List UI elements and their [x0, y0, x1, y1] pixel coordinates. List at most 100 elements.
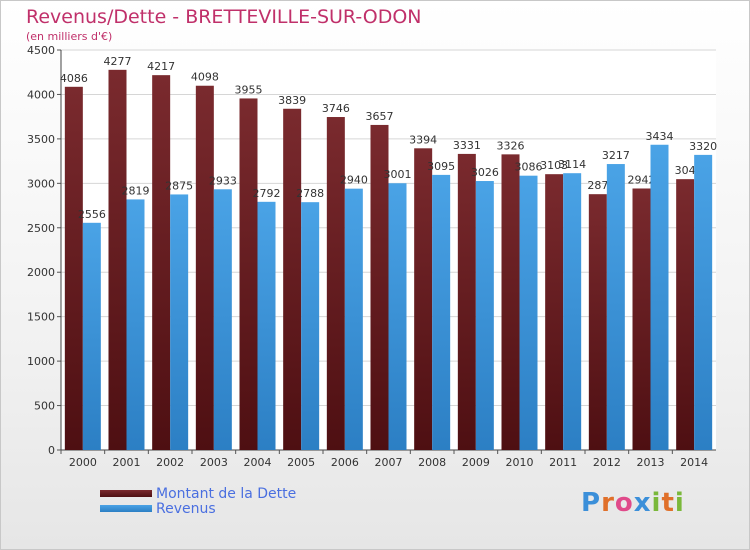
data-label-revenue: 2933	[209, 174, 237, 187]
logo-letter: i	[674, 488, 685, 518]
x-tick-label: 2006	[331, 456, 359, 469]
bar-revenue	[563, 173, 582, 450]
data-label-revenue: 2940	[340, 174, 368, 187]
bar-revenue	[82, 222, 101, 450]
legend-swatch-debt	[100, 490, 152, 497]
bar-debt	[195, 85, 214, 450]
data-label-debt: 3955	[235, 83, 263, 96]
data-label-debt: 3394	[409, 133, 437, 146]
x-tick-label: 2009	[462, 456, 490, 469]
x-tick-label: 2001	[113, 456, 141, 469]
data-label-revenue: 2792	[253, 187, 281, 200]
data-label-revenue: 3434	[646, 130, 674, 143]
data-label-debt: 3326	[497, 139, 525, 152]
data-label-revenue: 3114	[558, 158, 586, 171]
data-label-revenue: 2788	[296, 187, 324, 200]
y-tick-label: 4000	[27, 88, 55, 101]
bar-debt	[545, 174, 564, 450]
x-tick-label: 2011	[549, 456, 577, 469]
x-tick-label: 2002	[156, 456, 184, 469]
bar-debt	[283, 108, 302, 450]
legend: Montant de la Dette Revenus	[100, 485, 297, 517]
bar-revenue	[694, 154, 713, 450]
legend-label-debt: Montant de la Dette	[156, 485, 297, 502]
data-label-revenue: 2875	[165, 179, 193, 192]
logo-letter: x	[633, 488, 652, 518]
x-tick-label: 2004	[244, 456, 272, 469]
y-tick-label: 4500	[27, 44, 55, 57]
data-label-revenue: 3217	[602, 149, 630, 162]
bar-revenue	[650, 144, 669, 450]
y-tick-label: 500	[34, 400, 55, 413]
chart-title: Revenus/Dette - BRETTEVILLE-SUR-ODON	[26, 6, 422, 28]
data-label-debt: 4086	[60, 72, 88, 85]
y-tick-label: 1500	[27, 311, 55, 324]
data-label-revenue: 3001	[384, 168, 412, 181]
logo-letter: r	[601, 488, 615, 518]
y-tick-label: 0	[48, 444, 55, 457]
data-label-revenue: 2556	[78, 208, 106, 221]
data-label-debt: 4217	[147, 60, 175, 73]
x-tick-label: 2012	[593, 456, 621, 469]
x-tick-label: 2013	[637, 456, 665, 469]
bar-revenue	[257, 201, 276, 450]
y-tick-label: 3500	[27, 133, 55, 146]
legend-item-debt: Montant de la Dette	[100, 485, 297, 502]
data-label-revenue: 3320	[689, 140, 717, 153]
bar-revenue	[432, 174, 451, 450]
bar-revenue	[213, 189, 232, 451]
chart-subtitle: (en milliers d'€)	[26, 30, 113, 43]
bar-debt	[152, 75, 171, 451]
y-tick-label: 3000	[27, 177, 55, 190]
x-tick-label: 2010	[506, 456, 534, 469]
bar-revenue	[301, 202, 320, 450]
x-tick-label: 2014	[680, 456, 708, 469]
data-label-revenue: 3086	[515, 161, 543, 174]
bar-debt	[501, 154, 520, 450]
bar-debt	[457, 153, 476, 450]
legend-label-revenue: Revenus	[156, 500, 216, 517]
x-tick-label: 2005	[287, 456, 315, 469]
x-tick-label: 2000	[69, 456, 97, 469]
bar-revenue	[388, 183, 407, 450]
data-label-debt: 4277	[104, 55, 132, 68]
bar-debt	[588, 194, 607, 450]
data-label-debt: 3331	[453, 139, 481, 152]
x-tick-label: 2008	[418, 456, 446, 469]
bar-revenue	[519, 175, 538, 450]
bar-debt	[632, 188, 651, 450]
bar-debt	[370, 124, 389, 450]
data-label-debt: 4098	[191, 71, 219, 84]
bar-debt	[239, 98, 258, 450]
y-tick-label: 1000	[27, 355, 55, 368]
legend-item-revenue: Revenus	[100, 500, 296, 517]
data-label-debt: 304	[675, 164, 696, 177]
x-tick-label: 2007	[375, 456, 403, 469]
legend-swatch-revenue	[100, 505, 152, 512]
data-label-revenue: 3095	[427, 160, 455, 173]
data-label-revenue: 3026	[471, 166, 499, 179]
y-tick-label: 2500	[27, 222, 55, 235]
data-label-debt: 287	[587, 179, 608, 192]
data-label-revenue: 2819	[122, 184, 150, 197]
data-label-debt: 3657	[366, 110, 394, 123]
bar-debt	[676, 179, 695, 450]
data-label-debt: 3839	[278, 94, 306, 107]
logo-letter: i	[651, 488, 662, 518]
bar-revenue	[475, 181, 494, 450]
bar-debt	[326, 117, 345, 451]
data-label-debt: 3103	[540, 159, 568, 172]
bar-debt	[108, 69, 127, 451]
bar-revenue	[170, 194, 189, 450]
logo-letter: t	[661, 488, 675, 518]
bar-revenue	[606, 164, 625, 451]
data-label-debt: 2942	[628, 173, 656, 186]
proxiti-logo: Proxiti	[581, 488, 685, 518]
y-tick-label: 2000	[27, 266, 55, 279]
logo-letter: P	[581, 488, 602, 518]
bar-revenue	[344, 188, 363, 450]
x-tick-label: 2003	[200, 456, 228, 469]
bar-revenue	[126, 199, 145, 450]
logo-letter: o	[614, 488, 634, 518]
